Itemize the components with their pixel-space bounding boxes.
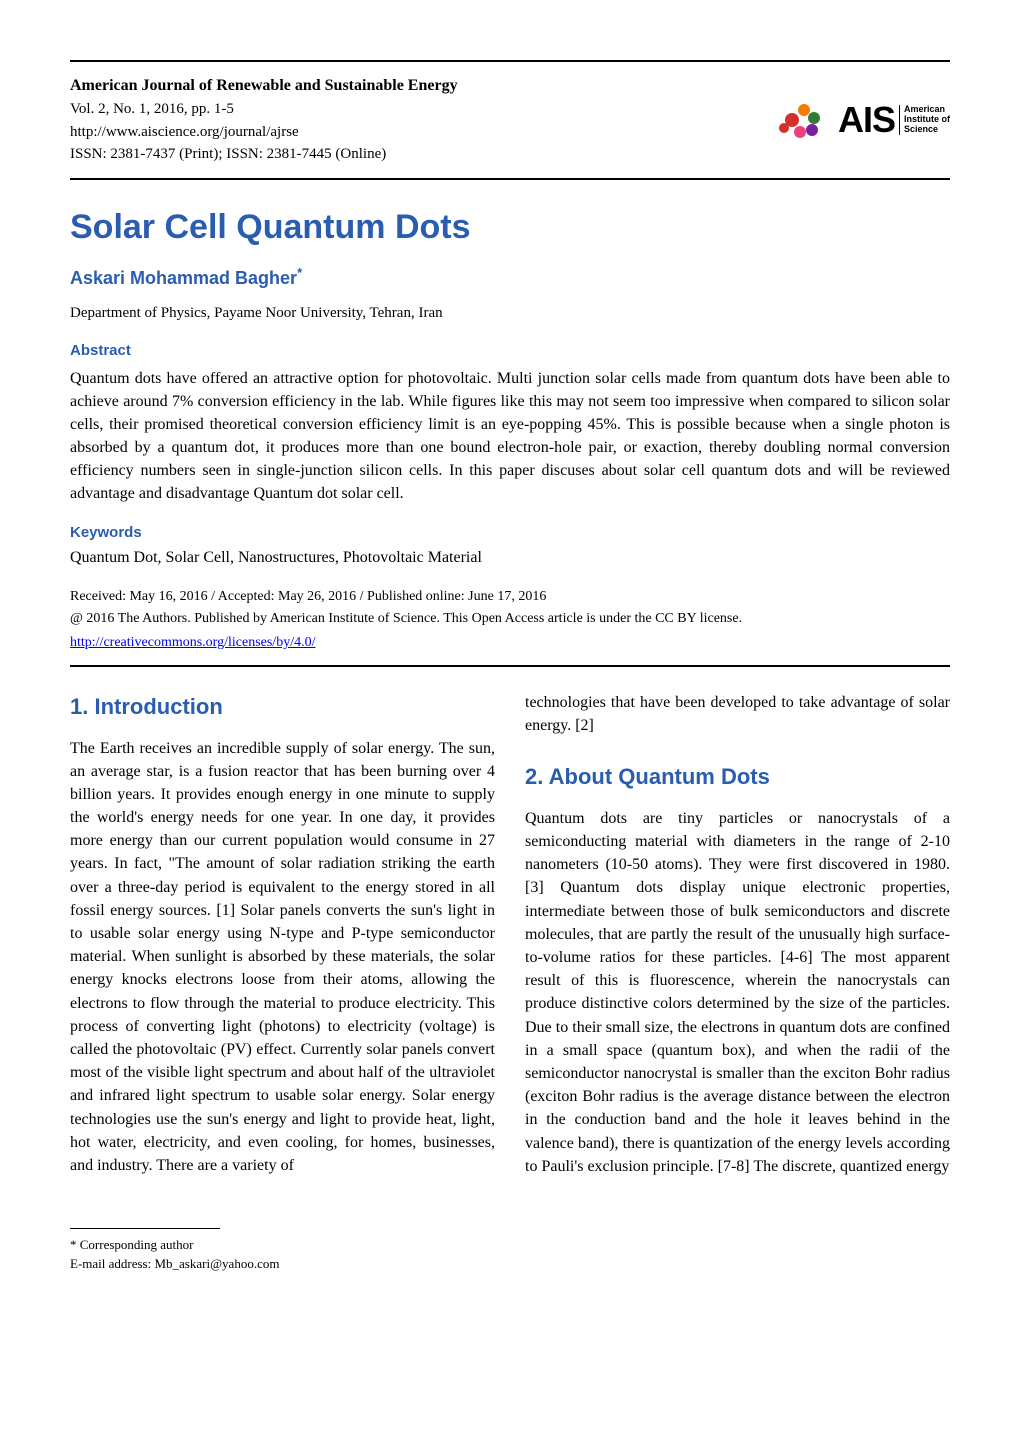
logo-swirl-icon: [774, 98, 830, 142]
journal-info: American Journal of Renewable and Sustai…: [70, 74, 458, 166]
authors: Askari Mohammad Bagher*: [70, 265, 950, 289]
journal-name: American Journal of Renewable and Sustai…: [70, 74, 458, 98]
left-column: 1. Introduction The Earth receives an in…: [70, 691, 495, 1188]
logo-ais: AIS: [838, 99, 895, 141]
paper-title: Solar Cell Quantum Dots: [70, 208, 950, 247]
copyright-line: @ 2016 The Authors. Published by America…: [70, 611, 950, 627]
footnote-rule: [70, 1228, 220, 1229]
footnote-corresponding: * Corresponding author: [70, 1235, 950, 1255]
journal-vol: Vol. 2, No. 1, 2016, pp. 1-5: [70, 98, 458, 121]
intro-paragraph-cont: technologies that have been developed to…: [525, 691, 950, 737]
header: American Journal of Renewable and Sustai…: [70, 62, 950, 178]
journal-issn: ISSN: 2381-7437 (Print); ISSN: 2381-7445…: [70, 143, 458, 166]
abstract-label: Abstract: [70, 342, 950, 359]
rule-above-body: [70, 665, 950, 667]
logo-sub: American Institute of Science: [904, 105, 950, 135]
section-heading-about: 2. About Quantum Dots: [525, 761, 950, 793]
author-name: Askari Mohammad Bagher: [70, 268, 297, 288]
affiliation: Department of Physics, Payame Noor Unive…: [70, 305, 950, 322]
logo-text: AIS American Institute of Science: [838, 99, 950, 141]
abstract-text: Quantum dots have offered an attractive …: [70, 367, 950, 506]
about-paragraph: Quantum dots are tiny particles or nanoc…: [525, 807, 950, 1178]
body-columns: 1. Introduction The Earth receives an in…: [70, 691, 950, 1188]
keywords-label: Keywords: [70, 524, 950, 541]
intro-paragraph: The Earth receives an incredible supply …: [70, 737, 495, 1178]
right-column: technologies that have been developed to…: [525, 691, 950, 1188]
rule-under-header: [70, 178, 950, 180]
journal-url[interactable]: http://www.aiscience.org/journal/ajrse: [70, 124, 299, 140]
footnote-email: E-mail address: Mb_askari@yahoo.com: [70, 1254, 950, 1274]
section-heading-intro: 1. Introduction: [70, 691, 495, 723]
publisher-logo: AIS American Institute of Science: [774, 98, 950, 142]
dates-line: Received: May 16, 2016 / Accepted: May 2…: [70, 589, 950, 605]
keywords-text: Quantum Dot, Solar Cell, Nanostructures,…: [70, 549, 950, 567]
cc-license-link[interactable]: http://creativecommons.org/licenses/by/4…: [70, 635, 315, 650]
author-marker: *: [297, 265, 302, 280]
